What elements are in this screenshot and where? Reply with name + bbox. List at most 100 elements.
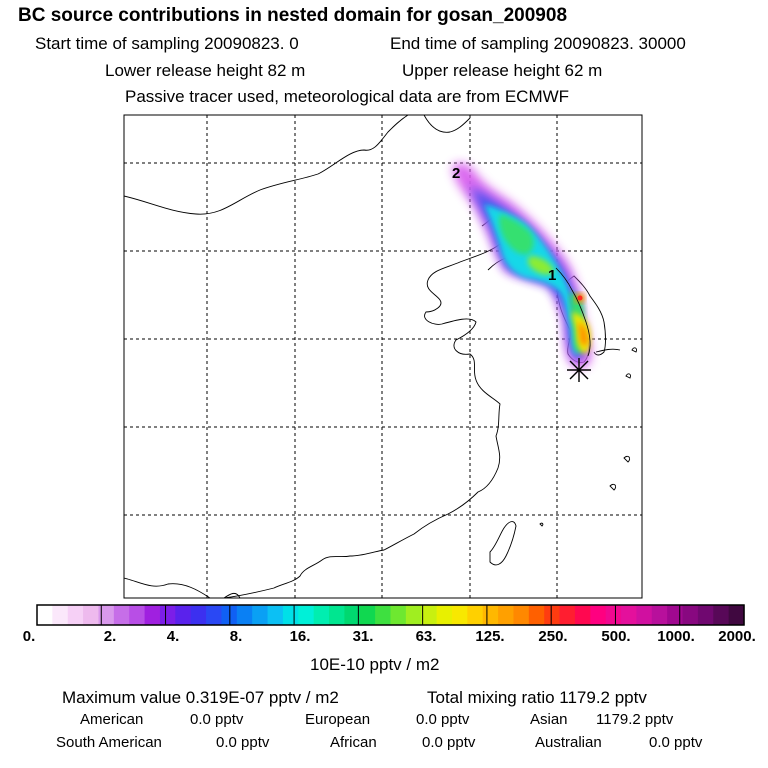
- colorbar-cell: [421, 605, 438, 625]
- colorbar-cell: [590, 605, 607, 625]
- island-coastline: [631, 347, 637, 353]
- region-name-south-american: South American: [56, 734, 162, 751]
- colorbar-cell: [482, 605, 499, 625]
- colorbar-cell: [37, 605, 53, 625]
- border-line: [124, 115, 409, 215]
- island-coastline: [623, 455, 631, 463]
- colorbar-cell: [436, 605, 453, 625]
- colorbar-unit-label: 10E-10 pptv / m2: [310, 655, 440, 674]
- colorbar-cell: [559, 605, 576, 625]
- region-value-australian: 0.0 pptv: [649, 734, 703, 751]
- lower-release-height-label: Lower release height 82 m: [105, 61, 306, 80]
- colorbar-cell: [498, 605, 515, 625]
- asterisk-icon: [567, 358, 591, 382]
- island-coastline: [539, 522, 544, 527]
- colorbar-cell: [67, 605, 84, 625]
- region-value-asian: 1179.2 pptv: [596, 711, 674, 728]
- colorbar-cell: [298, 605, 315, 625]
- colorbar-cell: [175, 605, 192, 625]
- colorbar-cell: [113, 605, 130, 625]
- colorbar-cell: [282, 605, 299, 625]
- colorbar-tick-label: 250.: [538, 628, 568, 645]
- colorbar-cell: [667, 605, 684, 625]
- map-grid: [124, 115, 642, 598]
- start-time-label: Start time of sampling 20090823. 0: [35, 34, 299, 53]
- colorbar-cell: [206, 605, 223, 625]
- colorbar-cell: [513, 605, 530, 625]
- colorbar-cell: [451, 605, 468, 625]
- upper-release-height-label: Upper release height 62 m: [402, 61, 603, 80]
- contribution-plume: [452, 163, 592, 369]
- colorbar-tick-label: 8.: [229, 628, 243, 645]
- region-name-american: American: [80, 711, 144, 728]
- colorbar-cell: [390, 605, 407, 625]
- border-line: [423, 115, 471, 133]
- colorbar-cell: [98, 605, 115, 625]
- colorbar-cells: [37, 605, 745, 625]
- island-coastline: [609, 483, 617, 491]
- colorbar-cell: [682, 605, 699, 625]
- coastline: [555, 267, 591, 357]
- region-value-american: 0.0 pptv: [190, 711, 244, 728]
- colorbar-tick-label: 2.: [103, 628, 117, 645]
- colorbar-cell: [467, 605, 484, 625]
- coastline: [223, 243, 501, 598]
- total-mixing-ratio-label: Total mixing ratio 1179.2 pptv: [427, 688, 647, 707]
- colorbar-cell: [313, 605, 330, 625]
- taiwan-coastline: [489, 521, 517, 566]
- region-name-asian: Asian: [530, 711, 568, 728]
- island-coastline: [625, 373, 631, 379]
- trajectory-label-2: 2: [452, 165, 460, 182]
- colorbar-tick-label: 500.: [601, 628, 631, 645]
- colorbar-cell: [697, 605, 714, 625]
- colorbar-cell: [52, 605, 69, 625]
- region-name-african: African: [330, 734, 377, 751]
- maximum-value-label: Maximum value 0.319E-07 pptv / m2: [62, 688, 339, 707]
- colorbar-cell: [159, 605, 176, 625]
- border-line: [124, 577, 211, 598]
- colorbar-tick-label: 31.: [352, 628, 374, 645]
- colorbar-cell: [344, 605, 361, 625]
- colorbar-cell: [405, 605, 422, 625]
- end-time-label: End time of sampling 20090823. 30000: [390, 34, 686, 53]
- region-value-south-american: 0.0 pptv: [216, 734, 270, 751]
- colorbar-cell: [83, 605, 100, 625]
- colorbar-frame: [36, 604, 745, 626]
- map-frame: [123, 114, 643, 599]
- colorbar-cell: [651, 605, 668, 625]
- colorbar-tick-label: 1000.: [657, 628, 695, 645]
- coastline: [223, 592, 241, 598]
- trajectory-label-1: 1: [548, 267, 556, 284]
- colorbar-cell: [359, 605, 376, 625]
- colorbar-cell: [574, 605, 591, 625]
- region-value-european: 0.0 pptv: [416, 711, 470, 728]
- colorbar-cell: [636, 605, 653, 625]
- region-value-african: 0.0 pptv: [422, 734, 476, 751]
- colorbar-cell: [728, 605, 745, 625]
- colorbar-tick-label: 16.: [289, 628, 311, 645]
- colorbar-cell: [236, 605, 253, 625]
- colorbar-tick-label: 63.: [415, 628, 437, 645]
- colorbar-tick-label: 125.: [475, 628, 505, 645]
- colorbar-cell: [329, 605, 345, 625]
- colorbar-tick-label: 4.: [166, 628, 180, 645]
- colorbar-cell: [375, 605, 392, 625]
- colorbar-cell: [605, 605, 622, 625]
- page-title: BC source contributions in nested domain…: [18, 5, 568, 26]
- colorbar-cell: [267, 605, 284, 625]
- colorbar-tick-label: 2000.: [718, 628, 756, 645]
- colorbar-cell: [190, 605, 207, 625]
- region-name-australian: Australian: [535, 734, 602, 751]
- tracer-info-label: Passive tracer used, meteorological data…: [125, 87, 570, 106]
- colorbar-cell: [252, 605, 269, 625]
- region-name-european: European: [305, 711, 371, 728]
- coastline: [595, 348, 621, 353]
- colorbar-cell: [144, 605, 161, 625]
- colorbar-cell: [528, 605, 545, 625]
- colorbar-tick-label: 0.: [22, 628, 36, 645]
- colorbar-cell: [621, 605, 638, 625]
- colorbar-separators: [100, 605, 681, 625]
- colorbar-cell: [713, 605, 730, 625]
